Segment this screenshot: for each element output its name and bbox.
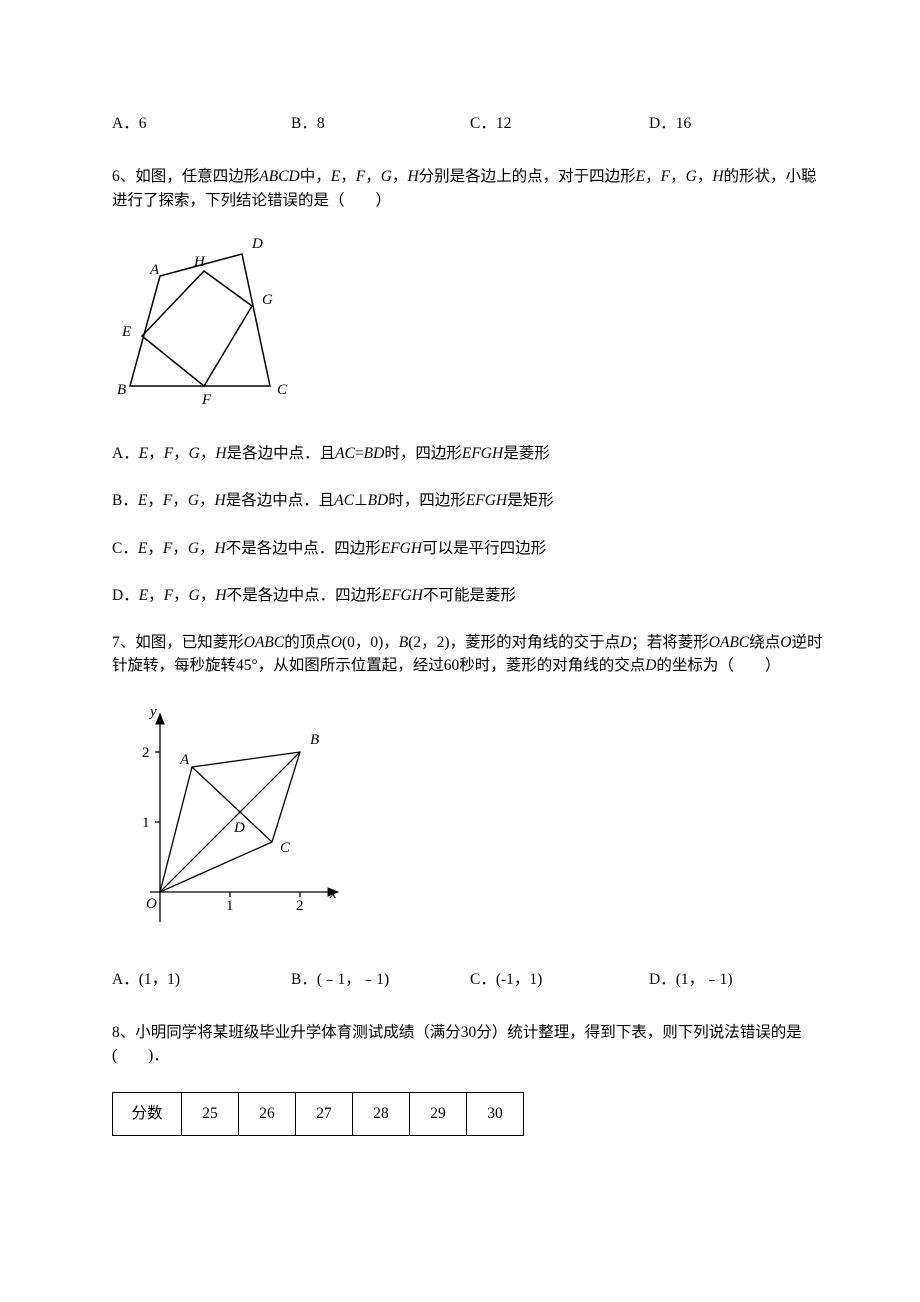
svg-text:2: 2	[142, 745, 150, 761]
q5-option-d: D．16	[649, 112, 828, 135]
q7-option-a: A．(1，1)	[112, 968, 291, 991]
svg-text:D: D	[251, 236, 263, 252]
q6-option-c: C．E，F，G，H不是各边中点．四边形EFGH可以是平行四边形	[112, 537, 828, 560]
q5-option-c: C．12	[470, 112, 649, 135]
svg-text:C: C	[280, 840, 291, 856]
q7-option-b: B．(﹣1，﹣1)	[291, 968, 470, 991]
q6-option-b: B．E，F，G，H是各边中点．且AC⊥BD时，四边形EFGH是矩形	[112, 489, 828, 512]
table-cell: 26	[239, 1092, 296, 1135]
table-cell: 30	[467, 1092, 524, 1135]
table-cell: 29	[410, 1092, 467, 1135]
svg-text:O: O	[146, 896, 157, 912]
q5-option-a: A．6	[112, 112, 291, 135]
table-cell: 28	[353, 1092, 410, 1135]
q7-stem: 7、如图，已知菱形OABC的顶点O(0，0)，B(2，2)，菱形的对角线的交于点…	[112, 631, 828, 678]
q8-stem: 8、小明同学将某班级毕业升学体育测试成绩（满分30分）统计整理，得到下表，则下列…	[112, 1021, 828, 1068]
svg-text:E: E	[121, 324, 131, 340]
svg-text:A: A	[179, 752, 190, 768]
table-cell: 25	[182, 1092, 239, 1135]
q8-table: 分数 25 26 27 28 29 30	[112, 1092, 524, 1136]
table-header-cell: 分数	[113, 1092, 182, 1135]
svg-text:1: 1	[226, 898, 234, 914]
svg-text:2: 2	[296, 898, 304, 914]
table-cell: 27	[296, 1092, 353, 1135]
svg-text:B: B	[117, 382, 126, 398]
svg-text:x: x	[329, 886, 337, 902]
q6-option-a: A．E，F，G，H是各边中点．且AC=BD时，四边形EFGH是菱形	[112, 442, 828, 465]
q6-figure: A B C D E F G H	[112, 236, 828, 418]
q7-option-c: C．(-1，1)	[470, 968, 649, 991]
q7-options: A．(1，1) B．(﹣1，﹣1) C．(-1，1) D．(1，﹣1)	[112, 968, 828, 991]
q7-option-d: D．(1，﹣1)	[649, 968, 828, 991]
q5-option-b: B．8	[291, 112, 470, 135]
q7-figure: 1 1 2 2 O A B C Dx y	[112, 702, 828, 944]
svg-text:1: 1	[142, 815, 150, 831]
q6-stem: 6、如图，任意四边形ABCD中，E，F，G，H分别是各边上的点，对于四边形E，F…	[112, 165, 828, 212]
table-row: 分数 25 26 27 28 29 30	[113, 1092, 524, 1135]
svg-text:B: B	[310, 732, 319, 748]
svg-text:G: G	[262, 292, 273, 308]
svg-text:D: D	[233, 820, 245, 836]
svg-text:A: A	[149, 262, 160, 278]
svg-text:F: F	[201, 392, 212, 408]
q5-options: A．6 B．8 C．12 D．16	[112, 112, 828, 135]
svg-text:y: y	[148, 704, 157, 720]
svg-text:C: C	[277, 382, 288, 398]
q6-option-d: D．E，F，G，H不是各边中点．四边形EFGH不可能是菱形	[112, 584, 828, 607]
svg-text:H: H	[193, 254, 206, 270]
